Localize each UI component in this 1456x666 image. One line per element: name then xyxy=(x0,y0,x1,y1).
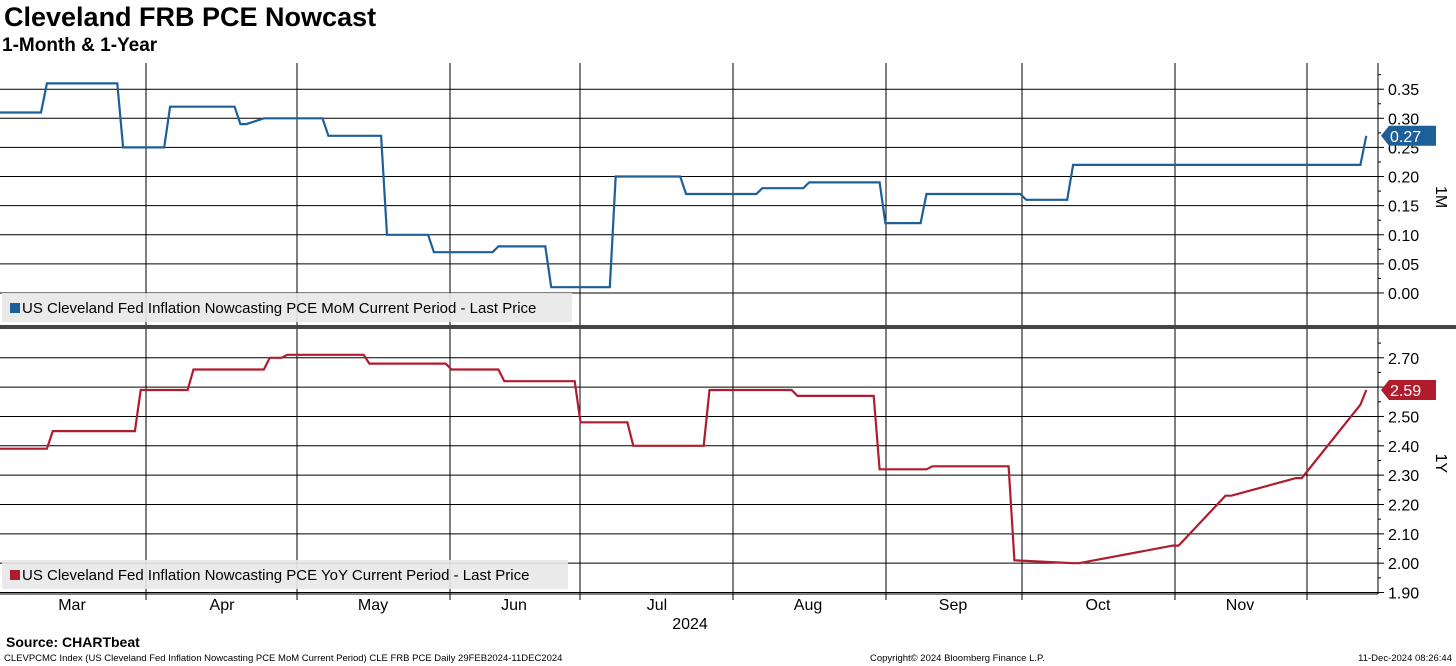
x-month-label: Aug xyxy=(794,597,822,614)
x-month-label: Oct xyxy=(1086,597,1111,614)
x-month-label: Mar xyxy=(58,597,86,614)
y-tick-label: 0.15 xyxy=(1388,199,1419,216)
y-tick-label: 2.20 xyxy=(1388,497,1419,514)
last-value-badge xyxy=(1381,380,1436,401)
panel-separator xyxy=(0,325,1456,329)
y-tick-label: 1.90 xyxy=(1388,586,1419,603)
y-tick-label: 2.40 xyxy=(1388,439,1419,456)
y-tick-label: 0.10 xyxy=(1388,228,1419,245)
y-tick-label: 0.05 xyxy=(1388,257,1419,274)
x-month-label: Nov xyxy=(1226,597,1254,614)
x-month-label: Apr xyxy=(210,597,236,614)
source-label: Source: CHARTbeat xyxy=(6,634,140,650)
index-info: CLEVPCMC Index (US Cleveland Fed Inflati… xyxy=(4,653,563,664)
yoy-series-line xyxy=(0,353,1368,565)
last-value-badge xyxy=(1381,125,1436,146)
legend-label: US Cleveland Fed Inflation Nowcasting PC… xyxy=(22,567,529,584)
last-value-label: 2.59 xyxy=(1390,383,1421,400)
x-month-label: Jun xyxy=(501,597,527,614)
legend-label: US Cleveland Fed Inflation Nowcasting PC… xyxy=(22,300,536,317)
y-tick-label: 2.50 xyxy=(1388,409,1419,426)
y-tick-label: 0.00 xyxy=(1388,286,1419,303)
panel-axis-label: 1Y xyxy=(1432,454,1449,474)
copyright: Copyright© 2024 Bloomberg Finance L.P. xyxy=(870,653,1045,664)
legend-box xyxy=(2,560,568,589)
chart-title: Cleveland FRB PCE Nowcast xyxy=(4,2,377,32)
y-tick-label: 2.30 xyxy=(1388,468,1419,485)
y-tick-label: 0.20 xyxy=(1388,170,1419,187)
x-month-label: Jul xyxy=(647,597,667,614)
y-tick-label: 2.10 xyxy=(1388,527,1419,544)
x-month-label: Sep xyxy=(939,597,968,614)
chart-subtitle: 1-Month & 1-Year xyxy=(2,35,158,56)
panel-axis-label: 1M xyxy=(1432,186,1449,208)
y-tick-label: 2.00 xyxy=(1388,556,1419,573)
x-year-label: 2024 xyxy=(672,616,708,633)
x-month-label: May xyxy=(358,597,388,614)
last-value-label: 0.27 xyxy=(1390,129,1421,146)
timestamp: 11-Dec-2024 08:26:44 xyxy=(1358,653,1452,664)
mom-series-line xyxy=(0,82,1368,289)
legend-swatch xyxy=(10,303,20,313)
y-tick-label: 0.35 xyxy=(1388,82,1419,99)
y-tick-label: 2.70 xyxy=(1388,351,1419,368)
legend-box xyxy=(2,293,572,322)
legend-swatch xyxy=(10,570,20,580)
y-tick-label: 0.30 xyxy=(1388,111,1419,128)
